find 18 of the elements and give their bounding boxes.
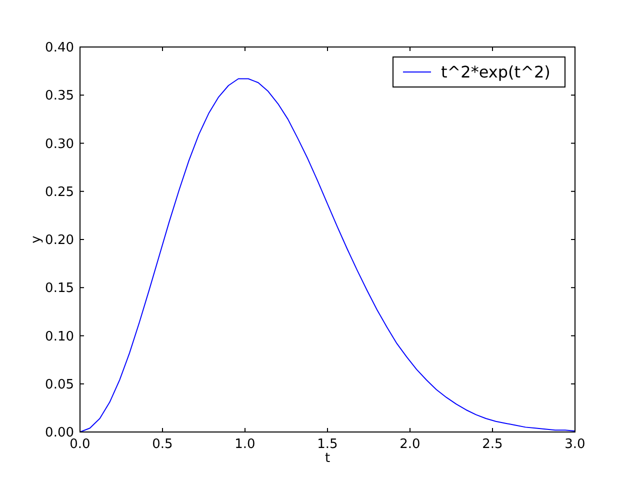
- x-axis-title: t: [324, 451, 330, 466]
- legend-label: t^2*exp(t^2): [441, 62, 550, 82]
- y-tick-label: 0.25: [45, 184, 74, 200]
- x-tick-label: 2.5: [482, 437, 503, 452]
- y-axis-title: y: [29, 235, 44, 244]
- y-tick-label: 0.15: [45, 281, 74, 296]
- x-tick-label: 1.5: [317, 437, 338, 452]
- y-tick-label: 0.40: [45, 40, 74, 56]
- y-tick-label: 0.30: [45, 136, 74, 152]
- x-tick-label: 3.0: [564, 437, 586, 452]
- y-tick-label: 0.35: [45, 88, 74, 104]
- x-tick-label: 0.0: [70, 437, 90, 452]
- y-tick-label: 0.10: [45, 329, 74, 344]
- y-tick-label: 0.20: [45, 233, 74, 248]
- x-tick-label: 0.5: [152, 437, 173, 452]
- y-tick-label: 0.05: [45, 377, 74, 392]
- x-tick-label: 1.0: [234, 437, 256, 452]
- x-tick-label: 2.0: [400, 437, 420, 452]
